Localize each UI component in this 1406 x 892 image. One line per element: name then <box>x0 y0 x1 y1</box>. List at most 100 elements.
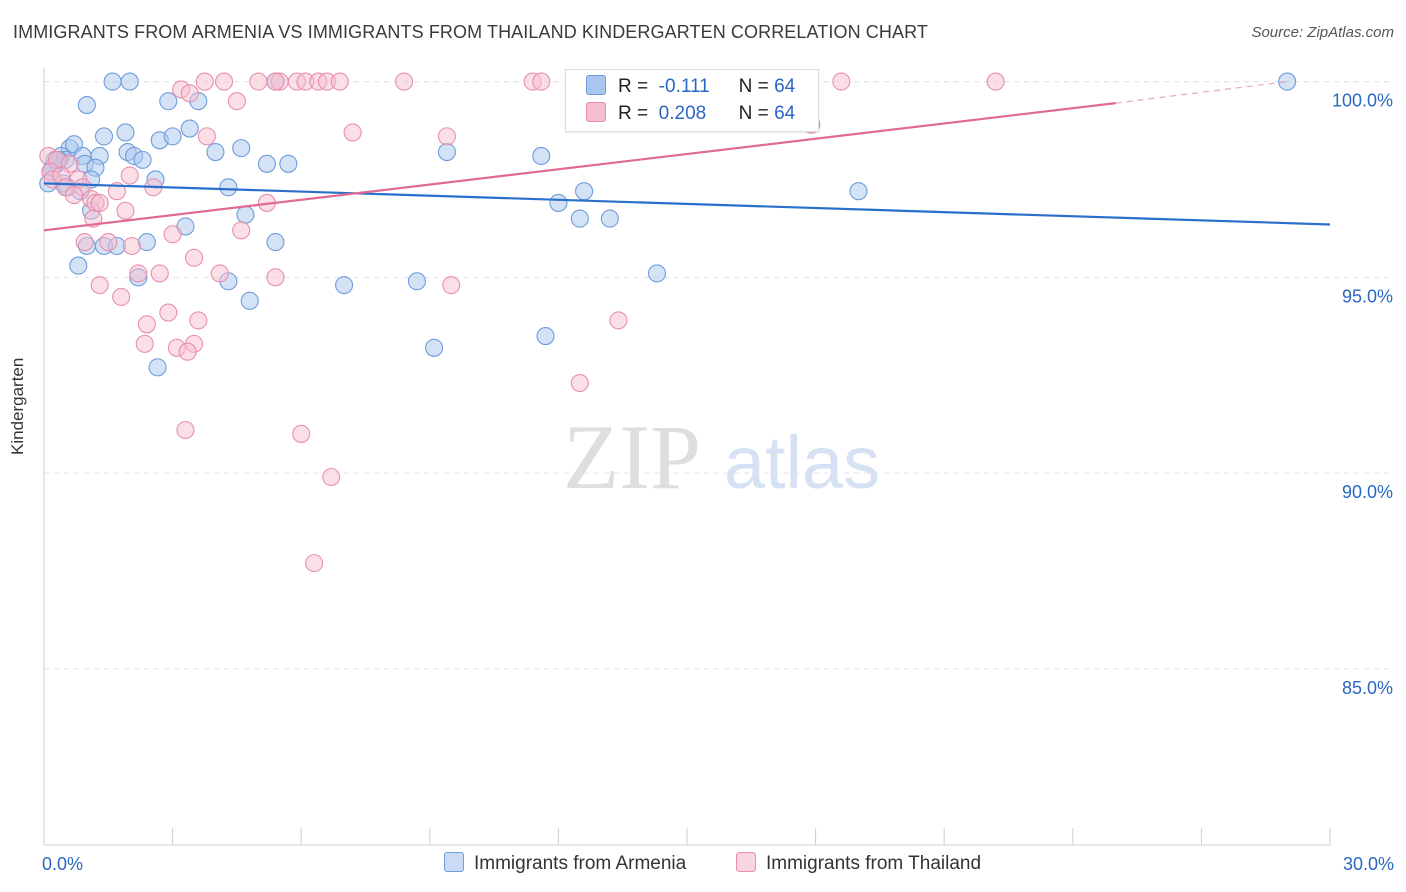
point-thailand <box>395 72 414 91</box>
y-tick-label: 90.0% <box>1342 482 1393 502</box>
point-thailand <box>135 334 154 353</box>
point-thailand <box>197 127 216 146</box>
y-tick-label: 85.0% <box>1342 678 1393 698</box>
n-value-armenia: 64 <box>774 76 796 97</box>
legend-label-armenia: Immigrants from Armenia <box>474 853 687 874</box>
point-armenia <box>236 205 255 224</box>
point-thailand <box>195 72 214 91</box>
r-value-armenia: -0.111 <box>658 76 710 97</box>
point-thailand <box>330 72 349 91</box>
point-thailand <box>90 193 109 212</box>
point-armenia <box>232 139 251 158</box>
point-armenia <box>266 233 285 252</box>
point-thailand <box>150 264 169 283</box>
point-armenia <box>549 193 568 212</box>
r-value-thailand: 0.208 <box>658 103 707 124</box>
legend-item-thailand[interactable]: Immigrants from Thailand <box>736 852 981 875</box>
stats-row-thailand: R = 0.208 N = 64 <box>586 102 795 128</box>
n-label: N = <box>738 103 769 124</box>
point-thailand <box>137 315 156 334</box>
n-value-thailand: 64 <box>774 103 796 124</box>
point-armenia <box>206 142 225 162</box>
point-thailand <box>570 373 589 393</box>
point-armenia <box>279 154 298 173</box>
point-thailand <box>112 287 131 306</box>
point-armenia <box>103 72 122 91</box>
point-thailand <box>322 467 341 487</box>
tick-labels: 85.0% 90.0% 95.0% 100.0% 0.0% 30.0% <box>42 91 1394 874</box>
trend-lines <box>43 80 1331 232</box>
point-armenia <box>407 272 426 291</box>
point-thailand <box>84 209 103 228</box>
series-thailand <box>39 72 1005 573</box>
point-armenia <box>437 142 456 162</box>
point-thailand <box>442 276 461 295</box>
source-label: Source: ZipAtlas.com <box>1251 24 1394 41</box>
point-thailand <box>163 225 182 244</box>
point-thailand <box>184 248 204 267</box>
point-thailand <box>64 186 84 205</box>
legend: Immigrants from Armenia Immigrants from … <box>0 850 1406 880</box>
point-thailand <box>120 166 139 185</box>
point-armenia <box>133 150 152 169</box>
point-armenia <box>116 123 135 142</box>
point-armenia <box>159 92 178 111</box>
point-thailand <box>90 276 109 295</box>
legend-label-thailand: Immigrants from Thailand <box>766 853 982 874</box>
point-thailand <box>129 264 148 283</box>
point-thailand <box>75 233 94 252</box>
point-thailand <box>532 72 551 91</box>
point-thailand <box>609 311 628 330</box>
point-armenia <box>219 178 238 197</box>
point-armenia <box>148 358 167 377</box>
watermark-atlas: atlas <box>724 421 880 504</box>
point-armenia <box>77 96 96 115</box>
point-thailand <box>292 424 311 443</box>
point-thailand <box>266 72 285 91</box>
trend-line-thailand-extension <box>1115 80 1288 104</box>
y-tick-label: 95.0% <box>1342 286 1393 306</box>
x-tick-label: 0.0% <box>42 854 83 874</box>
point-thailand <box>227 92 246 111</box>
point-thailand <box>189 311 208 330</box>
point-thailand <box>122 236 141 256</box>
point-thailand <box>178 342 197 361</box>
point-armenia <box>425 338 444 357</box>
point-thailand <box>214 72 234 91</box>
point-thailand <box>266 268 285 287</box>
point-armenia <box>532 146 551 166</box>
point-armenia <box>180 119 199 138</box>
point-thailand <box>986 72 1005 91</box>
watermark-zip: ZIP <box>563 406 701 508</box>
y-tick-label: 100.0% <box>1332 91 1393 111</box>
point-thailand <box>107 182 126 201</box>
point-armenia <box>575 182 594 201</box>
point-thailand <box>343 123 362 142</box>
stats-box: R = -0.111 N = 64 R = 0.208 N = 64 <box>565 69 819 132</box>
legend-swatch-thailand <box>736 852 756 872</box>
point-armenia <box>647 264 667 283</box>
point-thailand <box>159 303 178 322</box>
armenia-swatch <box>586 75 606 95</box>
point-armenia <box>257 154 276 173</box>
legend-swatch-armenia <box>444 852 464 872</box>
point-thailand <box>176 420 195 440</box>
r-label: R = <box>618 76 649 97</box>
r-label: R = <box>618 103 649 124</box>
point-thailand <box>832 72 851 91</box>
point-armenia <box>94 127 114 146</box>
axes <box>43 68 1331 846</box>
point-armenia <box>600 209 619 228</box>
point-thailand <box>180 84 199 103</box>
point-armenia <box>69 256 88 275</box>
point-thailand <box>249 72 268 91</box>
y-axis-title: Kindergarten <box>8 357 27 455</box>
point-armenia <box>163 127 182 146</box>
n-label: N = <box>738 76 769 97</box>
x-tick-label: 30.0% <box>1343 854 1394 874</box>
point-thailand <box>210 264 229 283</box>
point-armenia <box>335 276 354 295</box>
chart-title: IMMIGRANTS FROM ARMENIA VS IMMIGRANTS FR… <box>13 22 928 42</box>
legend-item-armenia[interactable]: Immigrants from Armenia <box>444 852 686 875</box>
